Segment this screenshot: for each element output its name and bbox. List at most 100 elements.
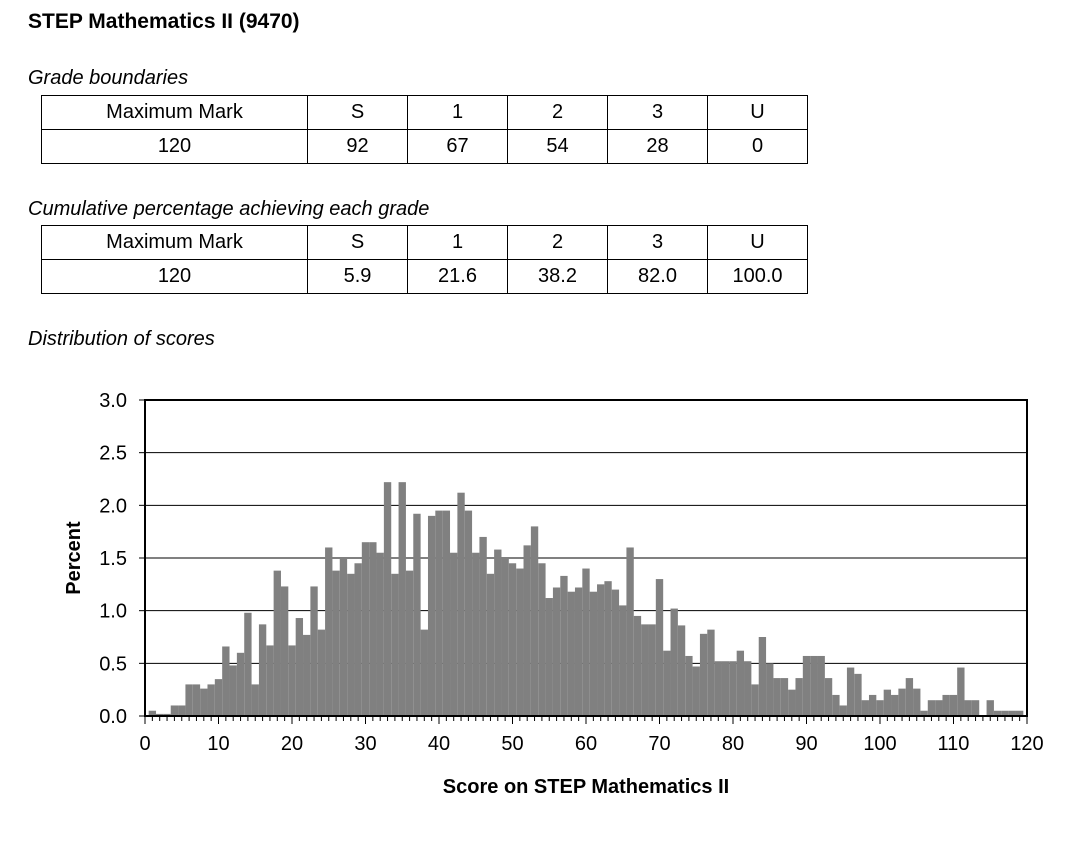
histogram-bar bbox=[530, 526, 539, 716]
histogram-bar bbox=[876, 700, 884, 716]
histogram-bar bbox=[648, 624, 656, 716]
histogram-bar bbox=[251, 684, 259, 716]
histogram-bars bbox=[148, 482, 1024, 716]
histogram-bar bbox=[942, 694, 950, 716]
y-tick-label: 2.5 bbox=[99, 443, 127, 465]
histogram-bar bbox=[273, 570, 281, 716]
x-tick-label: 10 bbox=[207, 733, 229, 755]
histogram-bar bbox=[986, 700, 994, 716]
histogram-bar bbox=[479, 536, 487, 716]
x-tick-label: 70 bbox=[648, 733, 670, 755]
histogram-bar bbox=[641, 624, 649, 716]
histogram-bar bbox=[707, 629, 715, 716]
histogram-bar bbox=[494, 549, 502, 716]
y-tick-label: 0.5 bbox=[99, 653, 127, 675]
histogram-bar bbox=[391, 573, 399, 716]
x-tick-label: 110 bbox=[938, 733, 970, 755]
histogram-bar bbox=[214, 679, 223, 716]
histogram-bar bbox=[744, 661, 752, 716]
histogram-bar bbox=[677, 625, 686, 716]
table-header-cell: S bbox=[307, 95, 408, 130]
histogram-bar bbox=[993, 710, 1002, 716]
histogram-bar bbox=[729, 661, 737, 716]
histogram-bar bbox=[854, 673, 862, 716]
histogram-bar bbox=[310, 586, 318, 716]
table-cell: 120 bbox=[41, 259, 308, 294]
histogram-bar bbox=[280, 586, 289, 716]
x-axis: 0 10 20 30 40 50 60 70 80 90 100 110 120 bbox=[139, 716, 1044, 755]
histogram-bar bbox=[891, 694, 899, 716]
histogram-bar bbox=[523, 545, 531, 716]
x-tick-label: 0 bbox=[139, 733, 150, 755]
grade-boundaries-table: Maximum Mark S 1 2 3 U 120 92 67 54 28 0 bbox=[41, 95, 808, 164]
cumulative-caption: Cumulative percentage achieving each gra… bbox=[28, 198, 430, 220]
histogram-bar bbox=[773, 678, 781, 716]
histogram-bar bbox=[582, 568, 590, 716]
table-header-row: Maximum Mark S 1 2 3 U bbox=[41, 95, 808, 130]
table-cell: 82.0 bbox=[607, 259, 708, 294]
table-header-cell: 1 bbox=[407, 225, 508, 260]
histogram-bar bbox=[317, 629, 326, 716]
histogram-bar bbox=[258, 624, 267, 716]
table-cell: 100.0 bbox=[707, 259, 808, 294]
table-cell: 67 bbox=[407, 129, 508, 164]
y-tick-label: 1.0 bbox=[99, 601, 127, 623]
histogram-bar bbox=[229, 665, 237, 716]
histogram-bar bbox=[236, 652, 245, 716]
histogram-bar bbox=[376, 552, 384, 716]
histogram-bar bbox=[824, 678, 833, 716]
histogram-bar bbox=[913, 688, 921, 716]
histogram-bar bbox=[435, 510, 443, 716]
histogram-bar bbox=[200, 688, 208, 716]
histogram-bar bbox=[508, 563, 517, 716]
histogram-bar bbox=[964, 700, 972, 716]
histogram-bar bbox=[832, 694, 840, 716]
histogram-bar bbox=[413, 513, 421, 716]
table-row: 120 92 67 54 28 0 bbox=[41, 129, 808, 164]
histogram-bar bbox=[927, 700, 936, 716]
table-cell: 92 bbox=[307, 129, 408, 164]
histogram-bar bbox=[420, 629, 428, 716]
distribution-caption: Distribution of scores bbox=[28, 328, 215, 350]
histogram-bar bbox=[457, 492, 465, 716]
table-header-cell: 1 bbox=[407, 95, 508, 130]
histogram-bar bbox=[597, 584, 605, 716]
histogram-bar bbox=[714, 661, 722, 716]
histogram-bar bbox=[604, 581, 612, 716]
histogram-bar bbox=[574, 587, 583, 716]
histogram-bar bbox=[846, 667, 855, 716]
x-tick-label: 20 bbox=[281, 733, 303, 755]
histogram-bar bbox=[685, 655, 693, 716]
x-tick-label: 60 bbox=[575, 733, 597, 755]
histogram-bar bbox=[817, 655, 825, 716]
histogram-bar bbox=[721, 661, 730, 716]
histogram-bar bbox=[780, 678, 789, 716]
x-tick-label: 30 bbox=[354, 733, 376, 755]
histogram-bar bbox=[758, 637, 767, 716]
histogram-bar bbox=[663, 650, 671, 716]
histogram-bar bbox=[839, 705, 847, 716]
histogram-bar bbox=[369, 542, 377, 716]
x-tick-label: 80 bbox=[722, 733, 744, 755]
y-tick-label: 1.5 bbox=[99, 548, 127, 570]
histogram-bar bbox=[383, 482, 392, 716]
x-tick-label: 90 bbox=[795, 733, 817, 755]
histogram-bar bbox=[148, 710, 157, 716]
histogram-bar bbox=[766, 663, 774, 716]
y-axis: 0.0 0.5 1.0 1.5 2.0 2.5 3.0 bbox=[99, 390, 145, 728]
histogram-bar bbox=[905, 678, 914, 716]
histogram-bar bbox=[244, 612, 252, 716]
table-header-cell: 3 bbox=[607, 225, 708, 260]
histogram-bar bbox=[486, 573, 495, 716]
histogram-bar bbox=[788, 689, 796, 716]
table-header-cell: Maximum Mark bbox=[41, 95, 308, 130]
histogram-bar bbox=[325, 547, 333, 716]
table-cell: 120 bbox=[41, 129, 308, 164]
grade-boundaries-caption: Grade boundaries bbox=[28, 67, 189, 89]
histogram-bar bbox=[898, 688, 906, 716]
histogram-bar bbox=[163, 713, 171, 716]
table-header-cell: 2 bbox=[507, 95, 608, 130]
histogram-bar bbox=[538, 563, 546, 716]
histogram-bar bbox=[332, 570, 340, 716]
histogram-bar bbox=[156, 713, 164, 716]
